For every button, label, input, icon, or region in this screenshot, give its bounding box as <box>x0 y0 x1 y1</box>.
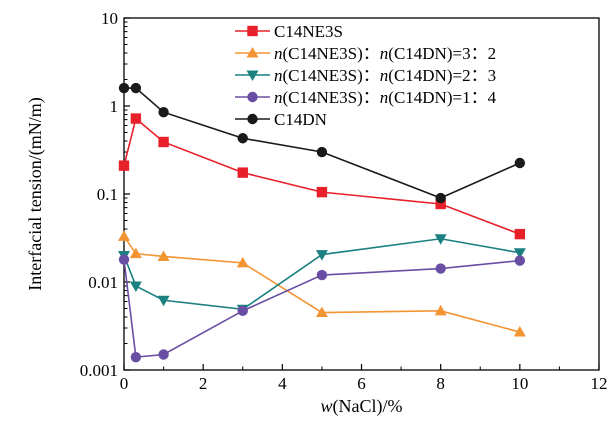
text-part: n <box>380 44 389 63</box>
x-tick-label: 10 <box>511 374 528 393</box>
data-point-circle <box>237 133 248 144</box>
data-point-circle <box>118 82 130 94</box>
x-tick-label: 2 <box>199 374 208 393</box>
data-point-circle <box>130 351 142 363</box>
axis-titles: w(NaCl)/% Interfacial tension/(mN/m) <box>25 97 403 417</box>
text-part: (C14DN)=1：4 <box>388 88 496 107</box>
y-tick-label: 10 <box>101 9 118 28</box>
data-point-triangle-down <box>246 70 259 81</box>
data-point-square <box>435 198 446 210</box>
data-point-triangle-up <box>513 326 526 337</box>
legend-entry-3: n(C14NE3S)：n(C14DN)=2：3 <box>235 66 496 85</box>
text-part: w <box>321 396 333 416</box>
data-point-triangle-up <box>118 230 130 241</box>
series-4 <box>118 254 526 363</box>
x-tick-label: 4 <box>278 374 287 393</box>
data-point-triangle-up <box>236 256 249 268</box>
data-point-circle <box>435 192 446 204</box>
data-point-square <box>130 113 142 124</box>
legend-label: C14NE3S <box>274 22 343 41</box>
x-tick-label: 8 <box>436 374 445 393</box>
text-part: C14DN <box>274 110 327 129</box>
data-point-triangle-up <box>129 247 142 259</box>
data-point-circle <box>316 146 328 158</box>
text-part: (NaCl)/% <box>333 396 403 417</box>
data-point-circle <box>158 349 169 360</box>
text-part: (C14DN)=2：3 <box>388 66 496 85</box>
legend-entry-2: n(C14NE3S)：n(C14DN)=3：2 <box>235 44 496 63</box>
data-point-circle <box>514 157 526 169</box>
data-point-square <box>514 228 526 240</box>
data-point-triangle-up <box>315 306 328 318</box>
data-point-triangle-down <box>315 250 328 261</box>
data-point-triangle-up <box>434 304 447 316</box>
legend-entry-4: n(C14NE3S)：n(C14DN)=1：4 <box>235 88 497 107</box>
data-point-square <box>247 25 258 37</box>
text-part: n <box>274 44 283 63</box>
data-point-circle <box>435 263 446 274</box>
legend-entry-5: C14DN <box>235 110 327 129</box>
text-part: (C14NE3S)： <box>283 88 380 107</box>
x-axis-title: w(NaCl)/% <box>321 396 403 417</box>
x-tick-label: 6 <box>357 374 366 393</box>
data-point-circle <box>514 255 526 266</box>
legend-label: n(C14NE3S)：n(C14DN)=1：4 <box>274 88 497 107</box>
data-point-triangle-up <box>246 47 259 58</box>
y-axis-title: Interfacial tension/(mN/m) <box>25 97 46 290</box>
data-point-circle <box>316 269 328 281</box>
legend-label: C14DN <box>274 110 327 129</box>
text-part: (C14NE3S)： <box>283 66 380 85</box>
legend-entry-1: C14NE3S <box>235 22 343 41</box>
text-part: n <box>380 88 389 107</box>
y-tick-label: 0.01 <box>88 273 118 292</box>
data-point-square <box>118 160 130 171</box>
text-part: (C14NE3S)： <box>283 44 380 63</box>
text-part: n <box>274 66 283 85</box>
y-tick-label: 0.001 <box>80 361 118 380</box>
data-point-circle <box>247 91 258 103</box>
text-part: n <box>274 88 283 107</box>
axes: 0 2 4 6 8 10 12 0.001 0.01 0.1 1 10 <box>80 9 608 393</box>
data-point-triangle-down <box>434 234 447 245</box>
y-tick-label: 1 <box>110 97 119 116</box>
data-point-triangle-down <box>157 295 170 307</box>
series-2 <box>118 230 526 337</box>
data-point-triangle-up <box>157 250 170 261</box>
data-point-circle <box>237 305 248 317</box>
text-part: C14NE3S <box>274 22 343 41</box>
text-part: (C14DN)=3：2 <box>388 44 496 63</box>
legend-label: n(C14NE3S)：n(C14DN)=2：3 <box>274 66 496 85</box>
y-tick-label: 0.1 <box>97 185 118 204</box>
data-point-triangle-down <box>513 248 526 259</box>
data-point-square <box>316 186 328 198</box>
data-point-circle <box>130 82 142 94</box>
x-tick-label: 12 <box>591 374 608 393</box>
text-part: n <box>380 66 389 85</box>
series-layer <box>118 82 526 363</box>
legend-label: n(C14NE3S)：n(C14DN)=3：2 <box>274 44 496 63</box>
data-point-circle <box>247 113 258 125</box>
legend: C14NE3Sn(C14NE3S)：n(C14DN)=3：2n(C14NE3S)… <box>235 22 497 129</box>
data-point-triangle-down <box>129 281 142 293</box>
series-1 <box>118 113 526 240</box>
data-point-circle <box>118 254 130 265</box>
series-line <box>123 117 521 235</box>
data-point-square <box>158 136 169 148</box>
series-5 <box>118 82 526 204</box>
data-point-circle <box>158 107 169 118</box>
x-tick-label: 0 <box>120 374 129 393</box>
data-point-square <box>237 167 248 178</box>
